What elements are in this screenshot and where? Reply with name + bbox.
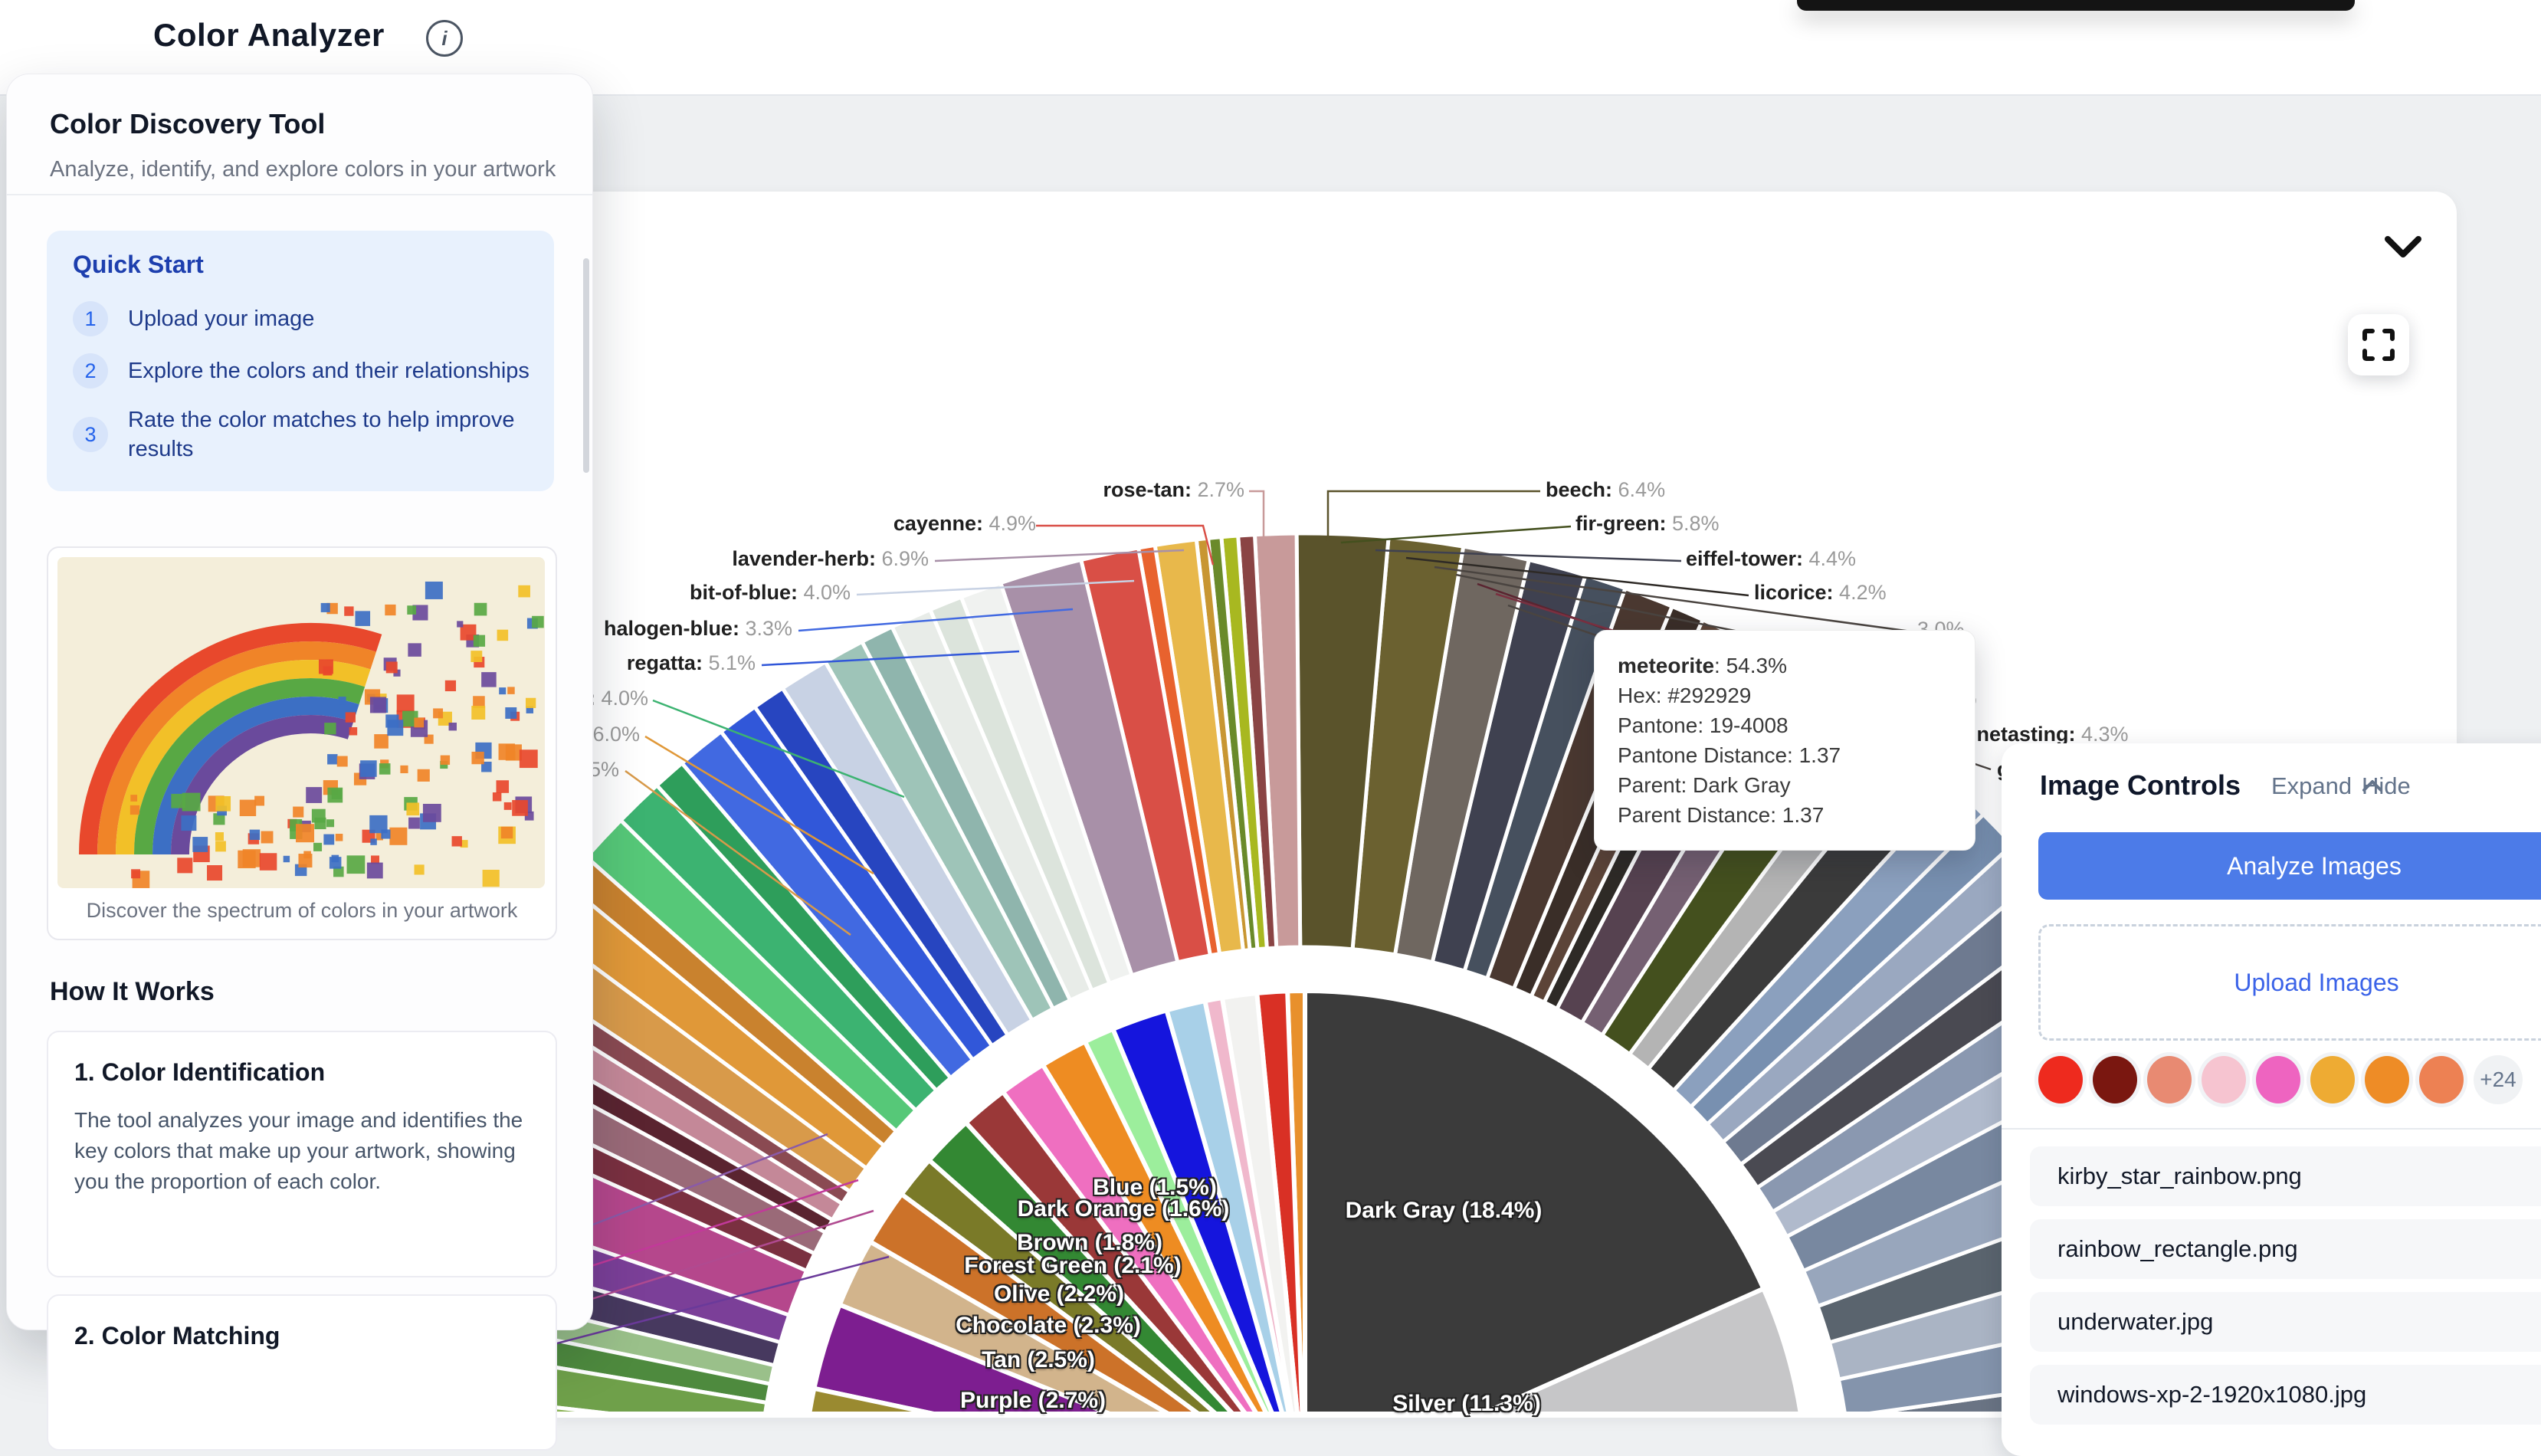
color-swatch[interactable]: [2202, 1056, 2246, 1103]
section-heading: 2. Color Matching: [74, 1322, 280, 1349]
section-heading: 1. Color Identification: [74, 1058, 326, 1086]
info-icon[interactable]: i: [426, 20, 463, 57]
wedge-label: bit-of-blue: 4.0%: [690, 581, 851, 604]
color-tooltip: meteorite: 54.3% Hex: #292929 Pantone: 19…: [1594, 630, 1975, 851]
upload-images-label: Upload Images: [2234, 968, 2399, 996]
divider: [7, 194, 592, 195]
artwork-preview-card: Discover the spectrum of colors in your …: [47, 546, 557, 940]
swatch-row: +24: [2038, 1055, 2523, 1104]
pie-slice-label: Silver (11.3%): [1392, 1391, 1541, 1416]
step-number-badge: 2: [73, 353, 108, 389]
image-controls-panel: Image Controls Expand Hide Analyze Image…: [2002, 743, 2541, 1456]
step-number-badge: 1: [73, 301, 108, 336]
chevron-up-icon: [2362, 780, 2383, 792]
popover-title: Color Discovery Tool: [50, 108, 326, 139]
wedge-label: regatta: 5.1%: [626, 651, 756, 674]
tooltip-line: Parent: Dark Gray: [1618, 773, 1791, 797]
step-text: Explore the colors and their relationshi…: [128, 359, 530, 383]
wedge-label: rose-tan: 2.7%: [1103, 478, 1244, 501]
wedge-label: lavender-herb: 6.9%: [732, 547, 929, 570]
tooltip-line: Pantone Distance: 1.37: [1618, 743, 1841, 767]
upload-images-dropzone[interactable]: Upload Images: [2038, 924, 2541, 1041]
pie-slice-label: Chocolate (2.3%): [956, 1313, 1141, 1338]
quick-start-box: Quick Start 1 Upload your image 2 Explore t…: [47, 231, 554, 491]
chevron-down-icon[interactable]: [2382, 231, 2425, 262]
quick-start-step: 2 Explore the colors and their relationsh…: [73, 353, 533, 389]
color-swatch[interactable]: [2419, 1056, 2464, 1103]
wedge-label: eiffel-tower: 4.4%: [1686, 547, 1857, 570]
tooltip-line: Pantone: 19-4008: [1618, 713, 1789, 737]
file-row[interactable]: kirby_star_rainbow.png: [2030, 1146, 2541, 1206]
wedge-label: halogen-blue: 3.3%: [603, 617, 792, 640]
browser-overlay-bar: [1797, 0, 2355, 11]
color-swatch[interactable]: [2147, 1056, 2192, 1103]
pie-slice-label: Dark Orange (1.6%): [1017, 1196, 1230, 1222]
expand-toggle[interactable]: Expand: [2271, 772, 2384, 800]
artwork-caption: Discover the spectrum of colors in your …: [86, 899, 518, 922]
pie-slice-label: Forest Green (2.1%): [964, 1253, 1182, 1278]
file-row[interactable]: rainbow_rectangle.png: [2030, 1219, 2541, 1279]
tooltip-color-pct: 54.3%: [1726, 654, 1788, 677]
step-text: Upload your image: [128, 307, 315, 331]
color-swatch[interactable]: [2256, 1056, 2300, 1103]
step-number-badge: 3: [73, 417, 108, 452]
file-list: kirby_star_rainbow.png rainbow_rectangle.…: [2030, 1146, 2541, 1425]
quick-start-title: Quick Start: [73, 251, 204, 278]
pie-slice-label: Tan (2.5%): [982, 1347, 1095, 1372]
wedge-label: licorice: 4.2%: [1754, 581, 1887, 604]
how-it-works-section-2: 2. Color Matching: [47, 1294, 557, 1451]
image-controls-title: Image Controls: [2040, 769, 2241, 801]
how-it-works-title: How It Works: [50, 977, 215, 1006]
tooltip-line: Parent Distance: 1.37: [1618, 803, 1825, 827]
file-row[interactable]: windows-xp-2-1920x1080.jpg: [2030, 1365, 2541, 1425]
tooltip-line: Hex: #292929: [1618, 684, 1752, 707]
wedge-label: fir-green: 5.8%: [1575, 512, 1720, 535]
quick-start-step: 3 Rate the color matches to help improve …: [73, 405, 533, 464]
hide-toggle[interactable]: Hide: [2362, 772, 2411, 799]
pie-slice-label: Blue (1.5%): [1093, 1175, 1217, 1200]
wedge-label: cayenne: 4.9%: [893, 512, 1036, 535]
section-body: The tool analyzes your image and identif…: [74, 1108, 523, 1193]
more-swatches-badge[interactable]: +24: [2474, 1055, 2523, 1104]
color-swatch[interactable]: [2310, 1056, 2355, 1103]
tooltip-color-name: meteorite: [1618, 654, 1715, 677]
pie-slice-label: Purple (2.7%): [959, 1388, 1107, 1413]
color-discovery-popover: Color Discovery Tool Analyze, identify, …: [6, 74, 593, 1451]
step-text: Rate the color matches to help improve r…: [128, 408, 515, 461]
wedge-label: 5%: [589, 758, 619, 781]
fullscreen-icon: [2362, 329, 2395, 361]
color-swatch[interactable]: [2365, 1056, 2409, 1103]
rainbow-artwork-image: [57, 557, 545, 888]
popover-subtitle: Analyze, identify, and explore colors in…: [50, 157, 556, 182]
divider: [2002, 1128, 2541, 1130]
quick-start-step: 1 Upload your image: [73, 301, 533, 336]
analyze-images-button[interactable]: Analyze Images: [2038, 832, 2541, 900]
color-swatch[interactable]: [2038, 1056, 2083, 1103]
file-row[interactable]: underwater.jpg: [2030, 1292, 2541, 1352]
color-swatch[interactable]: [2093, 1056, 2137, 1103]
page-title: Color Analyzer: [153, 17, 385, 53]
expand-label: Expand: [2271, 772, 2352, 799]
quick-start-steps: 1 Upload your image 2 Explore the colors an…: [73, 301, 533, 464]
wedge-label: beech: 6.4%: [1546, 478, 1666, 501]
how-it-works-section-1: 1. Color Identification The tool analyze…: [47, 1031, 557, 1277]
scrollbar-thumb[interactable]: [583, 258, 589, 473]
pie-slice-label: Olive (2.2%): [993, 1281, 1125, 1307]
fullscreen-button[interactable]: [2348, 314, 2409, 375]
pie-slice-label: Brown (1.8%): [1016, 1230, 1163, 1255]
pie-slice-label: Dark Gray (18.4%): [1345, 1198, 1543, 1223]
